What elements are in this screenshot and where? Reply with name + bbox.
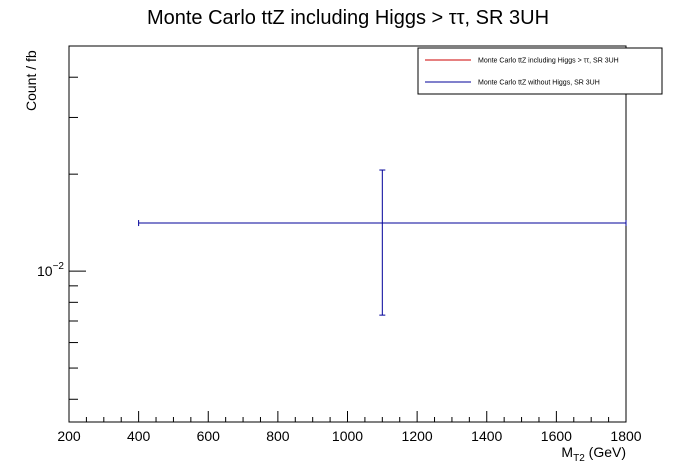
y-tick-label-exponent: −2 — [53, 261, 65, 272]
y-tick-label: 10−2 — [37, 261, 64, 279]
x-tick-label: 1800 — [610, 428, 641, 444]
x-tick-label: 800 — [266, 428, 290, 444]
y-axis: 10−2 — [37, 45, 86, 400]
x-axis-label: MT2 (GeV) — [561, 444, 626, 464]
x-tick-label: 1200 — [402, 428, 433, 444]
x-tick-label: 1400 — [471, 428, 502, 444]
x-tick-label: 200 — [57, 428, 81, 444]
plot-frame — [68, 45, 627, 423]
x-axis-label-subscript: T2 — [573, 453, 585, 464]
legend-box — [417, 47, 663, 95]
x-tick-label: 600 — [197, 428, 221, 444]
x-axis: 200 400 600 800 1000 1200 1400 1600 1800 — [57, 411, 642, 444]
x-axis-label-unit: (GeV) — [585, 444, 626, 460]
x-axis-label-main: M — [561, 444, 573, 460]
x-tick-label: 1600 — [541, 428, 572, 444]
y-tick-label-base: 10 — [37, 263, 53, 279]
chart-title: Monte Carlo ttZ including Higgs > ττ, SR… — [147, 7, 549, 29]
x-tick-label: 400 — [127, 428, 151, 444]
legend-entry-without-higgs: Monte Carlo ttZ without Higgs, SR 3UH — [478, 80, 600, 87]
data-layer — [138, 169, 627, 316]
x-tick-label: 1000 — [332, 428, 363, 444]
legend: Monte Carlo ttZ including Higgs > ττ, SR… — [417, 47, 663, 95]
legend-entry-with-higgs: Monte Carlo ttZ including Higgs > ττ, SR… — [478, 58, 619, 65]
y-axis-label: Count / fb — [23, 50, 39, 111]
